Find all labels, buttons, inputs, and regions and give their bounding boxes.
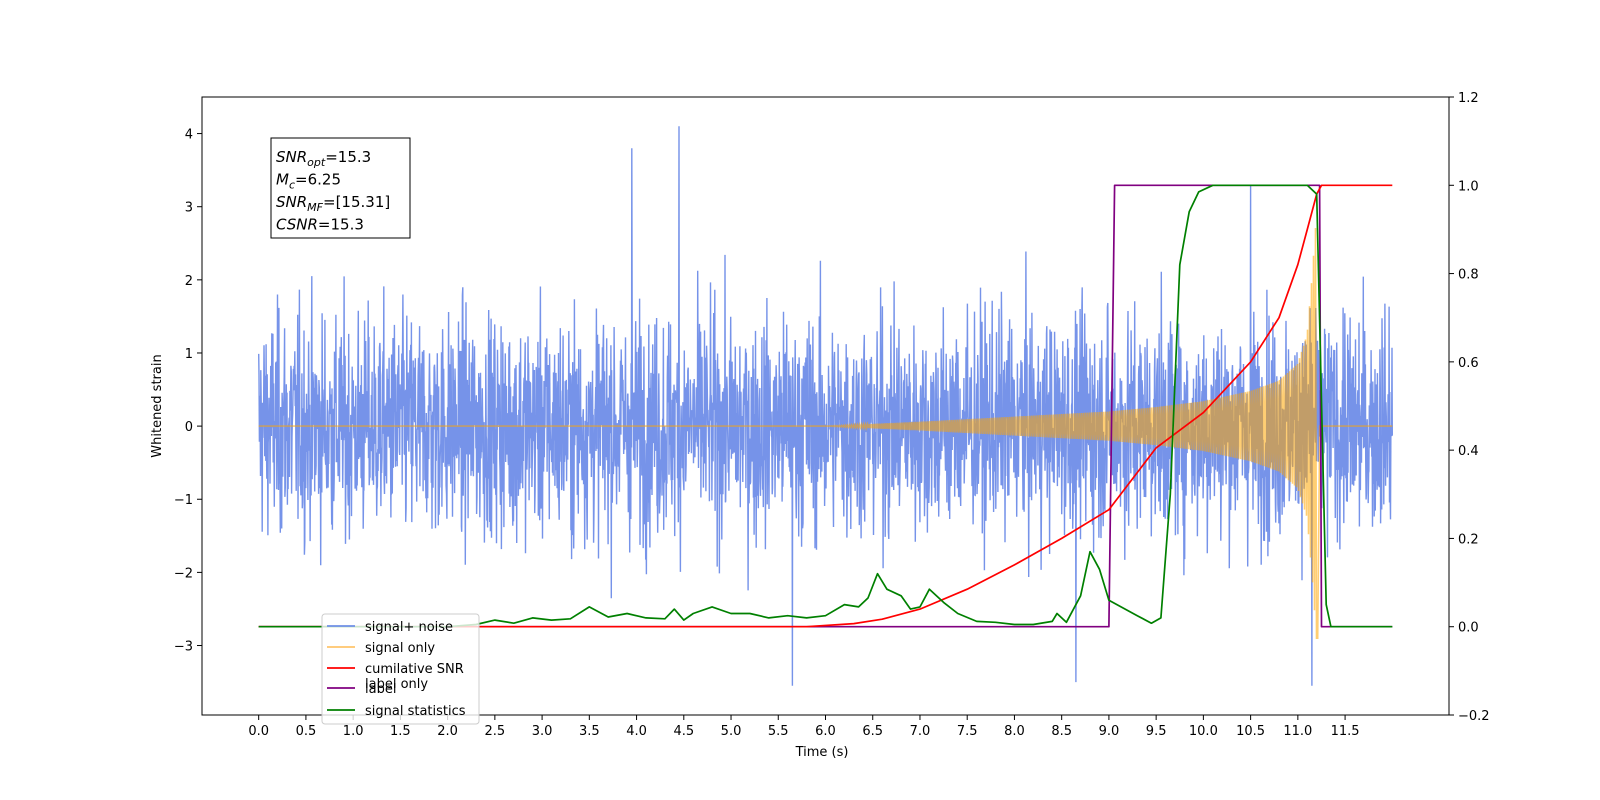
x-tick-label: 4.5 <box>673 724 694 739</box>
legend-label: cumilative SNR <box>365 662 464 677</box>
y-tick-label: −1 <box>174 493 193 508</box>
x-tick-label: 6.5 <box>862 724 883 739</box>
legend-label: signal statistics <box>365 704 466 719</box>
y-tick-label: −2 <box>174 566 193 581</box>
x-tick-label: 4.0 <box>626 724 647 739</box>
y-axis-left: 4 3 2 1 0 −1 −2 −3 <box>174 128 202 655</box>
series-cumulative-snr <box>258 184 1393 628</box>
x-tick-label: 9.5 <box>1146 724 1167 739</box>
annotation-line: SNRopt=15.3 <box>276 148 371 169</box>
x-tick-label: 8.5 <box>1051 724 1072 739</box>
y2-tick-label: 0.2 <box>1458 532 1479 547</box>
legend-label: signal+ noise <box>365 620 453 635</box>
x-tick-label: 2.0 <box>437 724 458 739</box>
annotation-line: SNRMF=[15.31] <box>276 193 390 214</box>
x-tick-label: 7.0 <box>910 724 931 739</box>
y-axis-label: Whitened strain <box>150 354 165 457</box>
x-tick-label: 1.0 <box>343 724 364 739</box>
legend-label: label <box>365 682 396 697</box>
x-axis-label: Time (s) <box>795 745 849 760</box>
y-tick-label: 3 <box>185 201 193 216</box>
y-tick-label: 2 <box>185 274 193 289</box>
x-tick-label: 11.5 <box>1331 724 1360 739</box>
y-tick-label: 4 <box>185 128 193 143</box>
x-axis: 0.0 0.5 1.0 1.5 2.0 2.5 3.0 3.5 4.0 4.5 5.0 5.5 6.0 6… <box>248 715 1360 739</box>
legend-label: label only <box>365 677 428 692</box>
x-tick-label: 0.0 <box>248 724 269 739</box>
x-tick-label: 7.5 <box>957 724 978 739</box>
y2-tick-label: 0.4 <box>1458 444 1479 459</box>
x-tick-label: 5.5 <box>768 724 789 739</box>
y2-tick-label: 0.8 <box>1458 268 1479 283</box>
y-tick-label: 1 <box>185 347 193 362</box>
y-axis-right: 1.2 1.0 0.8 0.6 0.4 0.2 0.0 −0.2 <box>1449 91 1490 724</box>
series-signal-noise <box>258 126 1393 686</box>
legend-frame <box>321 613 480 725</box>
series-signal-only <box>258 227 1393 639</box>
y2-tick-label: 1.2 <box>1458 91 1479 106</box>
x-tick-label: 8.0 <box>1004 724 1025 739</box>
x-tick-label: 9.0 <box>1099 724 1120 739</box>
x-tick-label: 3.5 <box>579 724 600 739</box>
series-signal-statistics <box>258 184 1393 628</box>
x-tick-label: 5.0 <box>721 724 742 739</box>
x-tick-label: 10.5 <box>1236 724 1265 739</box>
y2-tick-label: 1.0 <box>1458 179 1479 194</box>
annotation-line: Mc=6.25 <box>276 171 341 192</box>
annotation-frame <box>270 137 411 239</box>
y2-tick-label: 0.0 <box>1458 621 1479 636</box>
y-tick-label: −3 <box>174 640 193 655</box>
x-tick-label: 3.0 <box>532 724 553 739</box>
x-tick-label: 11.0 <box>1283 724 1312 739</box>
y2-tick-label: 0.6 <box>1458 356 1479 371</box>
y-tick-label: 0 <box>185 420 193 435</box>
x-tick-label: 1.5 <box>390 724 411 739</box>
x-tick-label: 2.5 <box>485 724 506 739</box>
y2-tick-label: −0.2 <box>1458 709 1490 724</box>
legend-label: signal only <box>365 641 435 656</box>
annotation-line: CSNR=15.3 <box>276 216 364 234</box>
x-tick-label: 6.0 <box>815 724 836 739</box>
series-layer <box>258 126 1393 686</box>
x-tick-label: 10.0 <box>1189 724 1218 739</box>
x-tick-label: 0.5 <box>296 724 317 739</box>
